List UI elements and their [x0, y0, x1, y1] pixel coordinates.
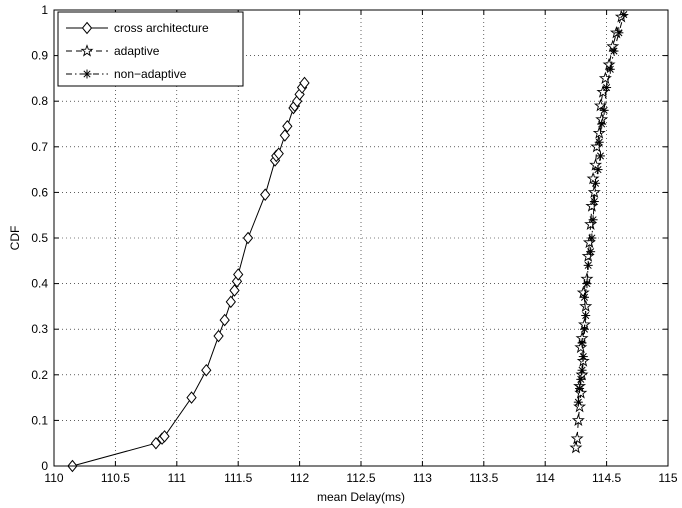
- x-tick-label: 111.5: [224, 471, 253, 485]
- legend-entry-adaptive: adaptive: [66, 44, 160, 58]
- data-point-asterisk: [588, 214, 599, 225]
- legend-label: cross architecture: [114, 21, 209, 35]
- y-tick-label: 0.5: [31, 231, 48, 245]
- series-cross-architecture: [67, 76, 310, 472]
- data-point-asterisk: [605, 64, 616, 75]
- y-tick-label: 0: [41, 459, 48, 473]
- data-point-asterisk: [585, 246, 596, 257]
- x-tick-label: 112: [290, 471, 309, 485]
- x-tick-label: 112.5: [346, 471, 375, 485]
- data-point-asterisk: [608, 46, 619, 57]
- data-point-asterisk: [595, 150, 606, 161]
- x-tick-label: 110.5: [101, 471, 130, 485]
- data-point-asterisk: [586, 233, 597, 243]
- data-point-asterisk: [596, 119, 607, 129]
- y-tick-label: 0.7: [31, 140, 48, 154]
- data-point-asterisk: [594, 137, 605, 148]
- legend-entry-cross-architecture: cross architecture: [66, 21, 209, 35]
- data-point-asterisk: [580, 310, 591, 321]
- legend-asterisk-marker: [82, 69, 92, 79]
- x-tick-label: 114: [536, 471, 555, 485]
- data-point-asterisk: [583, 260, 594, 271]
- x-tick-label: 113: [413, 471, 432, 485]
- y-tick-label: 0.6: [31, 185, 48, 199]
- legend-label: adaptive: [114, 44, 160, 58]
- y-tick-label: 1: [41, 3, 48, 17]
- y-tick-label: 0.8: [31, 94, 48, 108]
- data-point-asterisk: [577, 337, 588, 348]
- legend-entry-non-adaptive: non−adaptive: [66, 67, 187, 81]
- data-point-asterisk: [575, 374, 586, 385]
- data-point-asterisk: [579, 324, 590, 335]
- data-point-asterisk: [613, 27, 624, 38]
- legend: cross architecture adaptive non−adaptive: [57, 11, 244, 87]
- data-point-asterisk: [593, 164, 604, 175]
- data-point-asterisk: [573, 397, 584, 408]
- x-tick-label: 115: [658, 471, 677, 485]
- x-tick-label: 113.5: [469, 471, 498, 485]
- y-tick-label: 0.2: [31, 368, 48, 382]
- x-tick-label: 114.5: [592, 471, 621, 485]
- x-tick-label: 111: [168, 471, 187, 485]
- legend-label: non−adaptive: [114, 67, 187, 81]
- y-tick-label: 0.4: [31, 277, 48, 291]
- data-point-asterisk: [579, 292, 590, 303]
- y-tick-label: 0.3: [31, 322, 48, 336]
- data-point-asterisk: [590, 178, 601, 189]
- y-tick-label: 0.9: [31, 49, 48, 63]
- axis-ticks: 110 110.5 111 111.5 112 112.5 113 113.5 114 114.5…: [31, 3, 678, 485]
- y-tick-label: 0.1: [31, 413, 48, 427]
- x-tick-label: 110: [44, 471, 63, 485]
- x-axis-label: mean Delay(ms): [317, 490, 405, 504]
- data-point-asterisk: [601, 82, 612, 93]
- y-axis-label: CDF: [8, 226, 22, 251]
- series-layer: [67, 9, 629, 472]
- series-non-adaptive: [573, 9, 629, 408]
- data-point-asterisk: [581, 278, 592, 289]
- data-point-asterisk: [618, 9, 629, 20]
- data-point-asterisk: [599, 105, 610, 116]
- data-point-asterisk: [577, 365, 588, 376]
- data-point-asterisk: [589, 196, 600, 207]
- data-point-asterisk: [578, 351, 589, 362]
- data-point-asterisk: [574, 383, 585, 394]
